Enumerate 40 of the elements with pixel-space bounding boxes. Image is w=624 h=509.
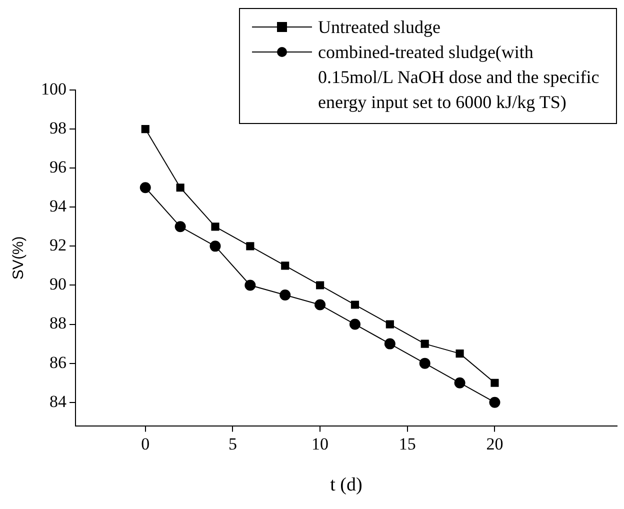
point: [420, 340, 429, 348]
point: [456, 350, 464, 358]
point: [384, 338, 396, 350]
x-tick-label: 15: [398, 434, 416, 454]
x-tick-label: 5: [228, 434, 237, 454]
point: [210, 240, 221, 252]
y-tick-label: 94: [50, 196, 67, 216]
y-tick-label: 84: [50, 392, 67, 411]
x-tick-label: 20: [486, 434, 504, 454]
point: [246, 242, 254, 250]
y-tick-label: 88: [50, 314, 66, 333]
point: [174, 221, 186, 232]
point: [140, 182, 151, 194]
point: [280, 289, 291, 300]
point: [349, 318, 360, 330]
y-tick-label: 100: [41, 79, 66, 98]
legend-label: combined-treated sludge(with 0.15mol/L NaOH dose and the specific energy input set to 6000 kJ/kg TS): [318, 41, 600, 114]
y-tick-label: 96: [50, 158, 66, 177]
point: [386, 320, 394, 328]
point: [314, 299, 326, 310]
x-axis-title: t (d): [330, 474, 362, 496]
point: [141, 125, 150, 134]
y-tick-label: 92: [50, 236, 66, 255]
x-tick-label: 0: [141, 434, 150, 454]
point: [489, 396, 500, 408]
y-tick-label: 90: [50, 274, 66, 294]
point: [350, 300, 360, 309]
point: [281, 262, 290, 270]
y-tick-label: 98: [50, 118, 66, 138]
point: [419, 358, 430, 369]
point: [490, 378, 499, 387]
point: [316, 281, 324, 290]
point: [244, 280, 256, 291]
legend-label: Untreated sludge: [318, 16, 440, 39]
y-axis-title: SV(%): [10, 236, 28, 280]
point: [211, 222, 220, 231]
x-tick-label: 10: [312, 434, 329, 454]
point: [454, 377, 466, 388]
point: [176, 184, 184, 192]
y-tick-label: 86: [50, 352, 66, 372]
